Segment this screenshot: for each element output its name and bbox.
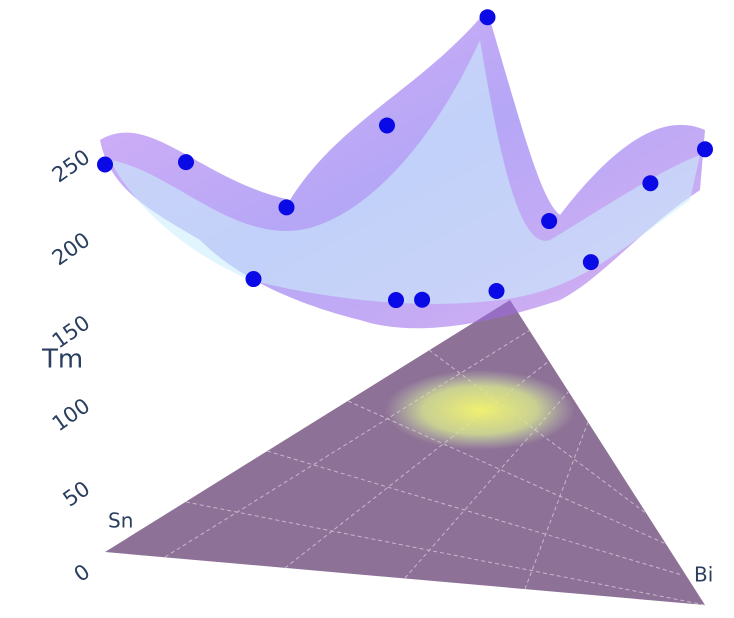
data-point bbox=[479, 9, 496, 26]
data-point bbox=[697, 141, 713, 158]
z-tick-label: 50 bbox=[59, 476, 95, 511]
z-tick-label: 200 bbox=[48, 228, 95, 271]
z-tick-label: 0 bbox=[70, 559, 95, 586]
surface bbox=[100, 10, 705, 329]
data-point bbox=[488, 283, 505, 299]
data-point bbox=[388, 292, 404, 309]
data-point bbox=[642, 175, 659, 192]
data-point bbox=[278, 199, 295, 216]
data-point bbox=[245, 271, 262, 288]
data-point bbox=[379, 117, 395, 134]
data-point bbox=[414, 291, 431, 308]
base-triangle bbox=[105, 300, 705, 605]
z-axis-title: Tm bbox=[41, 345, 83, 375]
data-point bbox=[582, 254, 599, 271]
corner-label: Bi bbox=[694, 563, 713, 587]
z-tick-label: 250 bbox=[48, 145, 95, 188]
data-point bbox=[541, 213, 558, 230]
data-point bbox=[178, 154, 194, 171]
heatmap bbox=[385, 370, 575, 450]
data-point bbox=[97, 156, 113, 173]
z-tick-label: 100 bbox=[48, 394, 95, 437]
corner-label: Sn bbox=[108, 509, 133, 533]
